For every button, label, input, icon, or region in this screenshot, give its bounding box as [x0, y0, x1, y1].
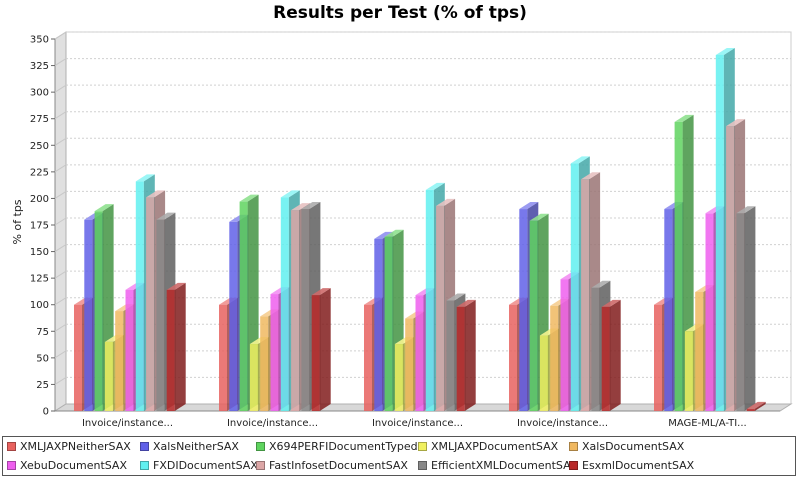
y-tick-label: 125: [30, 274, 49, 285]
bar: [311, 288, 331, 411]
y-tick-label: 150: [30, 247, 49, 258]
legend-swatch: [140, 461, 149, 470]
legend-swatch: [7, 461, 16, 470]
legend: XMLJAXPNeitherSAX XalsNeitherSAX X694PERFI…: [2, 436, 796, 476]
y-tick-label: 100: [30, 300, 49, 311]
grid-line: [54, 244, 67, 252]
legend-swatch: [256, 442, 265, 451]
y-tick-label: 200: [30, 194, 49, 205]
legend-swatch: [7, 442, 16, 451]
grid-line: [54, 270, 67, 279]
y-tick-label: 250: [30, 141, 49, 152]
legend-item: FastInfosetDocumentSAX: [256, 459, 408, 472]
x-tick-label: Invoice/instance...: [517, 418, 608, 429]
grid-line: [54, 323, 67, 332]
x-tick-label: Invoice/instance...: [227, 418, 318, 429]
y-tick-label: 350: [30, 35, 49, 46]
x-tick-label: Invoice/instance...: [372, 418, 463, 429]
bar: [456, 299, 476, 411]
legend-label: XalsNeitherSAX: [153, 440, 239, 453]
legend-swatch: [418, 442, 427, 451]
legend-item: XMLJAXPDocumentSAX: [418, 440, 558, 453]
y-tick-label: 300: [30, 88, 49, 99]
bar: [166, 282, 186, 411]
legend-label: XMLJAXPDocumentSAX: [431, 440, 559, 453]
grid-line: [54, 84, 67, 93]
legend-label: FXDIDocumentSAX: [153, 459, 258, 472]
legend-label: EsxmlDocumentSAX: [582, 459, 695, 472]
legend-swatch: [256, 461, 265, 470]
legend-label: EfficientXMLDocumentSAX: [431, 459, 579, 472]
legend-item: XebuDocumentSAX: [7, 459, 127, 472]
chart-title: Results per Test (% of tps): [273, 3, 527, 23]
legend-item: X694PERFIDocumentTyped: [256, 440, 418, 453]
legend-item: XalsNeitherSAX: [140, 440, 239, 453]
y-tick-label: 25: [36, 380, 49, 391]
y-axis-label: % of tps: [11, 199, 24, 244]
legend-label: X694PERFIDocumentTyped: [269, 440, 418, 453]
legend-swatch: [418, 461, 427, 470]
legend-item: EsxmlDocumentSAX: [569, 459, 694, 472]
grid-line: [54, 350, 67, 359]
legend-swatch: [569, 461, 578, 470]
legend-item: FXDIDocumentSAX: [140, 459, 258, 472]
legend-label: XalsDocumentSAX: [582, 440, 685, 453]
y-tick-label: 75: [36, 327, 49, 338]
legend-label: FastInfosetDocumentSAX: [269, 459, 408, 472]
legend-label: XMLJAXPNeitherSAX: [20, 440, 131, 453]
legend-swatch: [569, 442, 578, 451]
y-tick-label: 0: [43, 407, 49, 418]
y-tick-label: 50: [36, 353, 49, 364]
grid-line: [54, 137, 67, 146]
bar: [746, 401, 766, 411]
y-tick-label: 225: [30, 167, 49, 178]
legend-label: XebuDocumentSAX: [20, 459, 127, 472]
legend-swatch: [140, 442, 149, 451]
legend-item: EfficientXMLDocumentSAX: [418, 459, 578, 472]
y-tick-label: 325: [30, 61, 49, 72]
grid-line: [54, 217, 67, 226]
bar-series: [74, 47, 766, 411]
legend-item: XalsDocumentSAX: [569, 440, 684, 453]
y-tick-label: 175: [30, 221, 49, 232]
x-axis-categories: Invoice/instance... Invoice/instance... In…: [82, 418, 747, 429]
bar: [736, 206, 756, 411]
legend-item: XMLJAXPNeitherSAX: [7, 440, 131, 453]
grid-line: [54, 58, 67, 66]
grid-line: [54, 164, 67, 173]
y-tick-label: 275: [30, 114, 49, 125]
grid-line: [54, 377, 67, 385]
x-tick-label: Invoice/instance...: [82, 418, 173, 429]
grid-line: [54, 191, 67, 199]
grid-line: [54, 31, 67, 40]
y-axis-ticks: 0 25 50 75 100 125 150 175 200 225 250 275 300 325 350: [30, 35, 55, 418]
grid-line: [54, 111, 67, 120]
x-tick-label: MAGE-ML/A-TI...: [668, 418, 746, 429]
bar: [601, 299, 621, 411]
grid-line: [54, 297, 67, 306]
